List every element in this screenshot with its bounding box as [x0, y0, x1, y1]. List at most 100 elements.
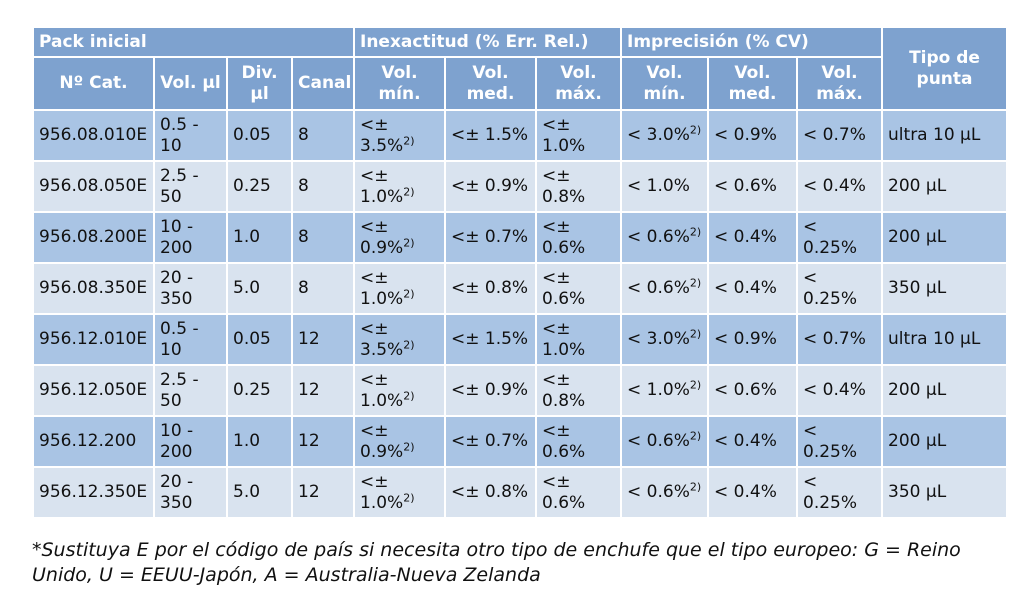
cell-tipo-punta: 350 µL: [881, 466, 1009, 519]
header-imprecision: Imprecisión (% CV): [620, 26, 884, 58]
cell-canal: 8: [291, 109, 355, 162]
cell-tipo-punta: 350 µL: [881, 262, 1009, 315]
cell-inexact-min: <± 3.5%2): [353, 109, 446, 162]
cell-imprec-med: < 0.4%: [707, 211, 799, 264]
cell-vol: 2.5 - 50: [153, 160, 228, 213]
cell-vol: 2.5 - 50: [153, 364, 228, 417]
cell-inexact-max: <± 0.6%: [534, 211, 623, 264]
header-tipo-punta: Tipo de punta: [881, 26, 1009, 111]
cell-imprec-min: < 1.0%: [620, 160, 710, 213]
cell-canal: 12: [291, 364, 355, 417]
cell-canal: 8: [291, 262, 355, 315]
cell-cat: 956.08.350E: [32, 262, 155, 315]
cell-cat: 956.12.200: [32, 415, 155, 468]
table-row: 956.12.350E 20 - 350 5.0 12 <± 1.0%2) <± 0.8%…: [32, 466, 1009, 519]
cell-imprec-med: < 0.9%: [707, 109, 799, 162]
cell-div: 0.25: [226, 364, 293, 417]
footnote-ref: 2): [403, 235, 415, 249]
cell-imprec-min: < 0.6%2): [620, 262, 710, 315]
cell-inexact-min: <± 1.0%2): [353, 262, 446, 315]
cell-div: 0.05: [226, 109, 293, 162]
footnote-ref: 2): [689, 327, 702, 341]
cell-div: 1.0: [226, 415, 293, 468]
footnote-ref: 2): [403, 286, 415, 300]
cell-imprec-min: < 3.0%2): [620, 313, 710, 366]
cell-cat: 956.08.200E: [32, 211, 155, 264]
cell-div: 5.0: [226, 262, 293, 315]
cell-inexact-med: <± 0.9%: [444, 364, 537, 417]
cell-vol: 0.5 - 10: [153, 313, 228, 366]
cell-cat: 956.12.350E: [32, 466, 155, 519]
header-group-row: Pack inicial Inexactitud (% Err. Rel.) I…: [32, 26, 1009, 111]
table-row: 956.08.200E 10 - 200 1.0 8 <± 0.9%2) <± 0.7% <…: [32, 211, 1009, 264]
cell-div: 0.05: [226, 313, 293, 366]
table-body: 956.08.010E 0.5 - 10 0.05 8 <± 3.5%2) <± 1.5%…: [32, 109, 1009, 519]
header-imprec-vol-min: Vol. mín.: [620, 56, 710, 111]
footnote-ref: 2): [689, 225, 702, 239]
cell-imprec-med: < 0.9%: [707, 313, 799, 366]
cell-tipo-punta: 200 µL: [881, 160, 1009, 213]
header-sub-row: Nº Cat. Vol. µl Div. µl Canal Vol. mín. …: [32, 56, 1007, 111]
cell-imprec-med: < 0.4%: [707, 262, 799, 315]
cell-cat: 956.08.010E: [32, 109, 155, 162]
footnote-ref: 2): [403, 439, 415, 453]
cell-inexact-max: <± 0.8%: [534, 160, 623, 213]
header-imprec-vol-max: Vol. máx.: [796, 56, 884, 111]
cell-div: 1.0: [226, 211, 293, 264]
footnote-ref: 2): [403, 184, 415, 198]
cell-cat: 956.12.050E: [32, 364, 155, 417]
cell-inexact-min: <± 1.0%2): [353, 160, 446, 213]
header-canal: Canal: [291, 56, 355, 111]
table-row: 956.12.050E 2.5 - 50 0.25 12 <± 1.0%2) <± 0.9…: [32, 364, 1009, 417]
cell-imprec-min: < 0.6%2): [620, 466, 710, 519]
header-pack-inicial: Pack inicial: [32, 26, 355, 58]
header-inexact-vol-med: Vol. med.: [444, 56, 537, 111]
cell-vol: 10 - 200: [153, 415, 228, 468]
cell-cat: 956.08.050E: [32, 160, 155, 213]
footnote-ref: 2): [689, 276, 702, 290]
cell-inexact-med: <± 1.5%: [444, 109, 537, 162]
cell-inexact-med: <± 0.8%: [444, 262, 537, 315]
cell-vol: 0.5 - 10: [153, 109, 228, 162]
cell-canal: 8: [291, 160, 355, 213]
cell-tipo-punta: 200 µL: [881, 211, 1009, 264]
cell-inexact-min: <± 0.9%2): [353, 211, 446, 264]
cell-imprec-med: < 0.4%: [707, 466, 799, 519]
cell-vol: 20 - 350: [153, 466, 228, 519]
header-imprec-vol-med: Vol. med.: [707, 56, 799, 111]
cell-div: 5.0: [226, 466, 293, 519]
cell-imprec-max: < 0.25%: [796, 415, 884, 468]
table-row: 956.08.050E 2.5 - 50 0.25 8 <± 1.0%2) <± 0.9%…: [32, 160, 1009, 213]
table-row: 956.08.010E 0.5 - 10 0.05 8 <± 3.5%2) <± 1.5%…: [32, 109, 1009, 162]
cell-inexact-max: <± 0.6%: [534, 262, 623, 315]
cell-inexact-med: <± 0.9%: [444, 160, 537, 213]
cell-imprec-med: < 0.4%: [707, 415, 799, 468]
cell-inexact-max: <± 1.0%: [534, 313, 623, 366]
cell-inexact-med: <± 1.5%: [444, 313, 537, 366]
cell-imprec-max: < 0.25%: [796, 211, 884, 264]
cell-imprec-max: < 0.25%: [796, 466, 884, 519]
cell-imprec-min: < 1.0%2): [620, 364, 710, 417]
cell-imprec-max: < 0.4%: [796, 160, 884, 213]
cell-inexact-min: <± 0.9%2): [353, 415, 446, 468]
cell-imprec-min: < 3.0%2): [620, 109, 710, 162]
cell-tipo-punta: 200 µL: [881, 415, 1009, 468]
cell-inexact-max: <± 0.6%: [534, 466, 623, 519]
cell-inexact-min: <± 3.5%2): [353, 313, 446, 366]
cell-vol: 20 - 350: [153, 262, 228, 315]
cell-tipo-punta: 200 µL: [881, 364, 1009, 417]
header-vol: Vol. µl: [153, 56, 228, 111]
header-cat: Nº Cat.: [32, 56, 155, 111]
cell-tipo-punta: ultra 10 µL: [881, 313, 1009, 366]
table-row: 956.12.010E 0.5 - 10 0.05 12 <± 3.5%2) <± 1.5…: [32, 313, 1009, 366]
footnote: *Sustituya E por el código de país si ne…: [32, 539, 961, 586]
cell-imprec-max: < 0.4%: [796, 364, 884, 417]
cell-inexact-min: <± 1.0%2): [353, 466, 446, 519]
spec-table-container: Pack inicial Inexactitud (% Err. Rel.) I…: [32, 26, 1009, 519]
cell-imprec-min: < 0.6%2): [620, 211, 710, 264]
footnote-ref: 2): [403, 388, 415, 402]
table-row: 956.12.200 10 - 200 1.0 12 <± 0.9%2) <± 0.7% <…: [32, 415, 1009, 468]
footnote-ref: 2): [689, 480, 702, 494]
header-inexact-vol-max: Vol. máx.: [534, 56, 623, 111]
footnote-ref: 2): [689, 123, 702, 137]
